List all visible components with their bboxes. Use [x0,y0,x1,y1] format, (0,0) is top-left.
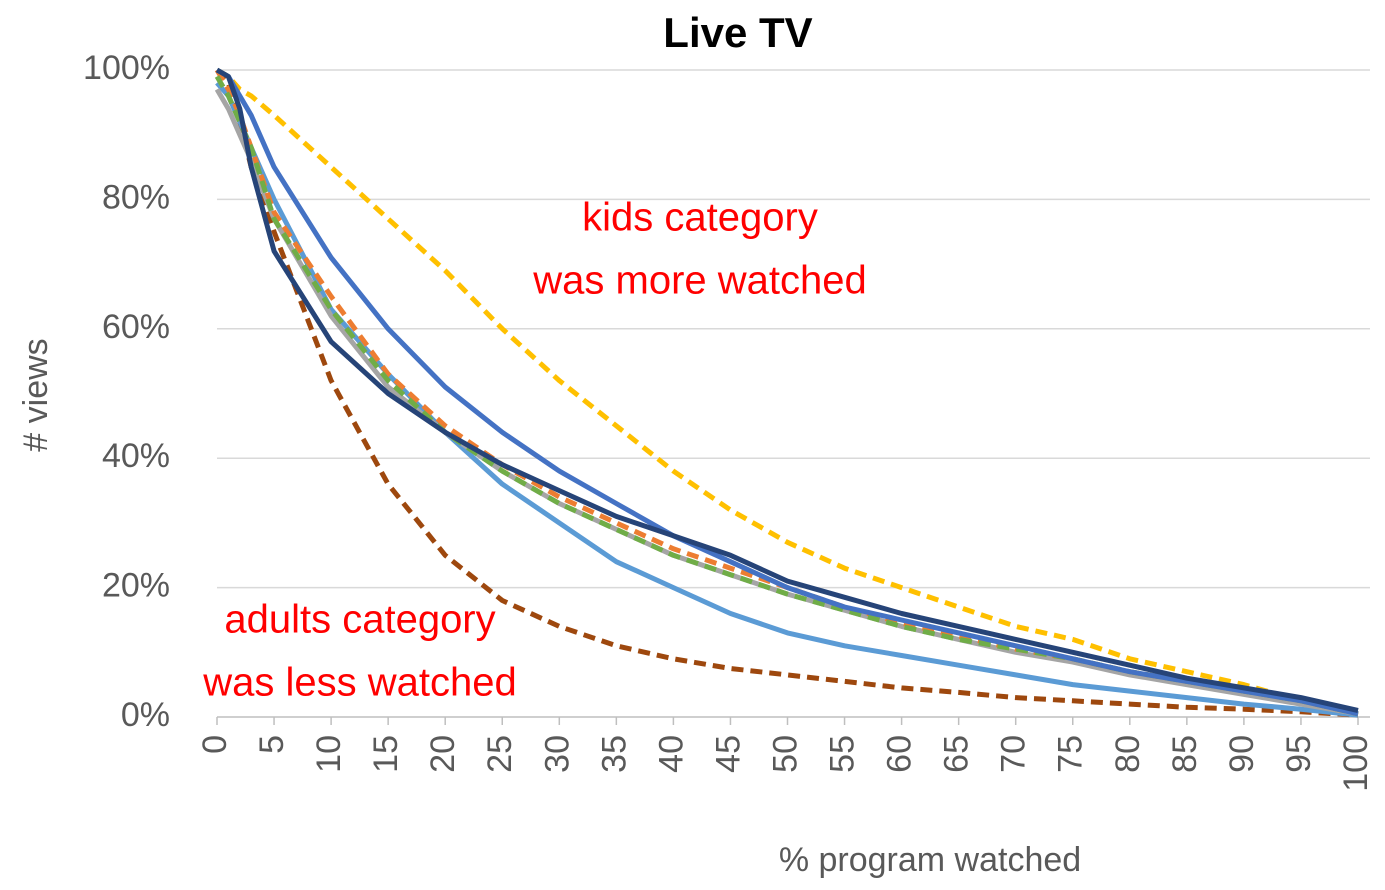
x-tick-label: 70 [995,735,1033,773]
line-series [215,67,1359,717]
x-tick-label: 45 [709,735,747,773]
y-axis-label: # views [17,338,55,451]
x-tick-label: 30 [538,735,576,773]
x-tick-label: 10 [310,735,348,773]
x-tick-label: 100 [1337,735,1375,792]
line-series [215,81,1359,718]
y-tick-label: 60% [102,308,170,346]
y-tick-label: 100% [83,49,170,87]
annotation: adults category [224,598,495,642]
x-tick-label: 5 [253,735,291,754]
x-tick-label: 35 [595,735,633,773]
annotation: kids category [582,196,818,240]
x-tick-label: 25 [481,735,519,773]
x-axis-label: % program watched [779,841,1081,879]
annotation: was less watched [202,661,516,705]
y-tick-label: 20% [102,567,170,605]
x-tick-label: 40 [652,735,690,773]
y-tick-label: 80% [102,178,170,216]
x-tick-label: 75 [1052,735,1090,773]
line-series [215,68,1359,718]
x-tick-label: 0 [196,735,234,754]
y-tick-label: 0% [121,696,170,734]
x-tick-label: 80 [1109,735,1147,773]
x-tick-label: 55 [824,735,862,773]
x-tick-label: 65 [938,735,976,773]
chart-title: Live TV [663,9,812,56]
annotation: was more watched [532,259,866,303]
x-tick-label: 15 [367,735,405,773]
x-tick-label: 95 [1280,735,1318,773]
line-series [215,67,1359,713]
x-tick-label: 85 [1166,735,1204,773]
x-tick-label: 90 [1223,735,1261,773]
x-tick-label: 50 [766,735,804,773]
x-tick-label: 60 [881,735,919,773]
line-series [215,67,1359,717]
y-tick-label: 40% [102,437,170,475]
x-tick-label: 20 [424,735,462,773]
